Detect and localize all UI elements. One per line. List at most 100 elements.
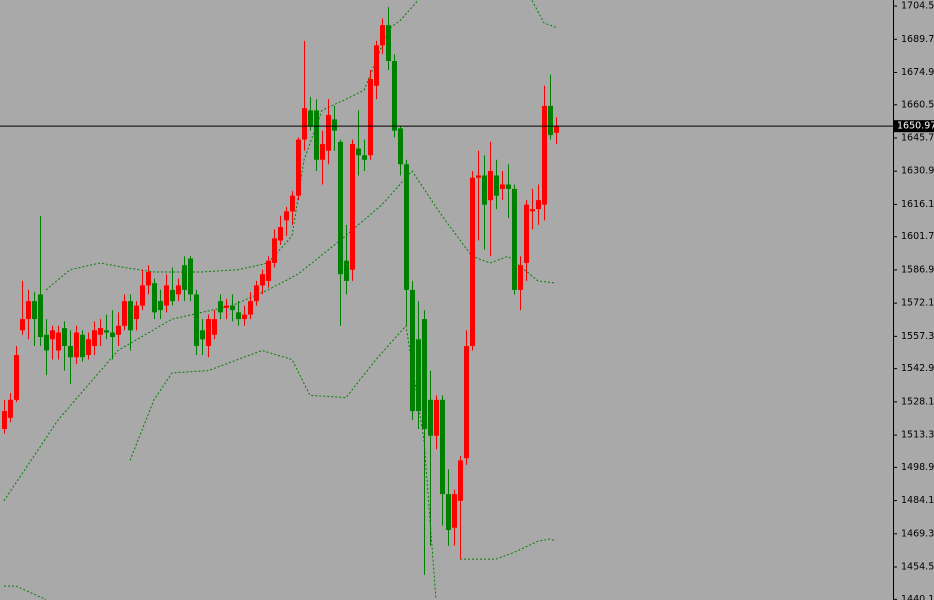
candle-body xyxy=(350,144,355,270)
y-tick-label: 1557.30 xyxy=(901,331,934,342)
candle-body xyxy=(92,330,97,346)
candle-body xyxy=(500,184,505,189)
candle-body xyxy=(470,177,475,346)
candle-body xyxy=(362,155,367,160)
candle-body xyxy=(20,319,25,331)
y-tick-label: 1630.90 xyxy=(901,166,934,177)
candle-body xyxy=(80,334,85,358)
candle-body xyxy=(542,105,547,205)
candle-body xyxy=(32,301,37,320)
candle-body xyxy=(440,399,445,495)
candle-body xyxy=(236,312,241,320)
candle-body xyxy=(62,328,67,346)
candle-body xyxy=(74,332,79,358)
candle-body xyxy=(98,328,103,335)
candle-body xyxy=(140,285,145,306)
y-tick-label: 1674.90 xyxy=(901,67,934,78)
candle-body xyxy=(176,285,181,295)
candle-body xyxy=(314,110,319,160)
y-tick-label: 1454.50 xyxy=(901,562,934,573)
candle-body xyxy=(188,258,193,295)
candle-body xyxy=(524,204,529,263)
candle-body xyxy=(116,325,121,335)
candle-body xyxy=(344,260,349,281)
candle-body xyxy=(134,305,139,320)
band-line xyxy=(45,0,557,291)
candle-body xyxy=(404,164,409,290)
y-tick-label: 1469.30 xyxy=(901,528,934,539)
candle-body xyxy=(50,330,55,340)
candle-body xyxy=(464,345,469,459)
y-tick-label: 1616.10 xyxy=(901,199,934,210)
candle-body xyxy=(164,285,169,306)
candle-body xyxy=(122,301,127,326)
candle-body xyxy=(182,265,187,290)
candle-body xyxy=(338,141,343,275)
candle-body xyxy=(302,108,307,140)
candle-body xyxy=(170,289,175,302)
y-tick-label: 1528.10 xyxy=(901,396,934,407)
candle-body xyxy=(290,195,295,212)
candle-body xyxy=(2,411,7,430)
candle-body xyxy=(284,211,289,221)
candle-body xyxy=(218,301,223,313)
candle-body xyxy=(206,319,211,346)
candle-body xyxy=(518,265,523,290)
candle-body xyxy=(332,119,337,131)
candle-body xyxy=(482,175,487,205)
y-tick-label: 1645.70 xyxy=(901,132,934,143)
candle-body xyxy=(26,301,31,320)
candle-body xyxy=(386,25,391,62)
candle-body xyxy=(320,144,325,160)
candle-body xyxy=(530,209,535,212)
y-tick-label: 1498.90 xyxy=(901,462,934,473)
candle-body xyxy=(494,175,499,196)
candle-body xyxy=(266,260,271,281)
y-tick-label: 1542.90 xyxy=(901,363,934,374)
candle-body xyxy=(128,301,133,331)
candle-body xyxy=(68,345,73,358)
candle-body xyxy=(146,271,151,286)
candle-body xyxy=(200,330,205,340)
last-price-label: 1650.97 xyxy=(897,121,934,132)
candle-body xyxy=(506,184,511,189)
candle-body xyxy=(212,319,217,335)
candle-body xyxy=(242,314,247,320)
candle-body xyxy=(260,274,265,286)
y-tick-label: 1660.50 xyxy=(901,99,934,110)
candle-body xyxy=(410,289,415,412)
candle-body xyxy=(458,460,463,501)
candle-body xyxy=(104,330,109,333)
candle-body xyxy=(248,301,253,315)
candle-body xyxy=(308,110,313,127)
y-tick-label: 1440.10 xyxy=(901,594,934,600)
candle-body xyxy=(488,170,493,201)
candle-body xyxy=(422,319,427,430)
candle-body xyxy=(452,494,457,528)
candle-body xyxy=(428,399,433,436)
candle-body xyxy=(326,114,331,151)
candle-body xyxy=(152,283,157,313)
candle-body xyxy=(86,339,91,355)
y-tick-label: 1689.70 xyxy=(901,34,934,45)
candle-body xyxy=(296,139,301,196)
candle-body xyxy=(548,105,553,136)
candle-body xyxy=(512,188,517,290)
candle-body xyxy=(56,332,61,351)
band-line xyxy=(4,324,557,600)
candle-body xyxy=(158,301,163,311)
candle-body xyxy=(44,334,49,351)
candle-body xyxy=(368,78,373,156)
y-tick-label: 1572.10 xyxy=(901,298,934,309)
y-tick-label: 1586.90 xyxy=(901,264,934,275)
candle-body xyxy=(14,354,19,400)
band-line xyxy=(3,170,557,502)
candle-body xyxy=(230,305,235,311)
candle-body xyxy=(536,200,541,210)
candle-body xyxy=(380,25,385,46)
y-tick-label: 1601.70 xyxy=(901,231,934,242)
candle-body xyxy=(272,238,277,263)
candle-body xyxy=(110,332,115,338)
candle-body xyxy=(446,494,451,530)
